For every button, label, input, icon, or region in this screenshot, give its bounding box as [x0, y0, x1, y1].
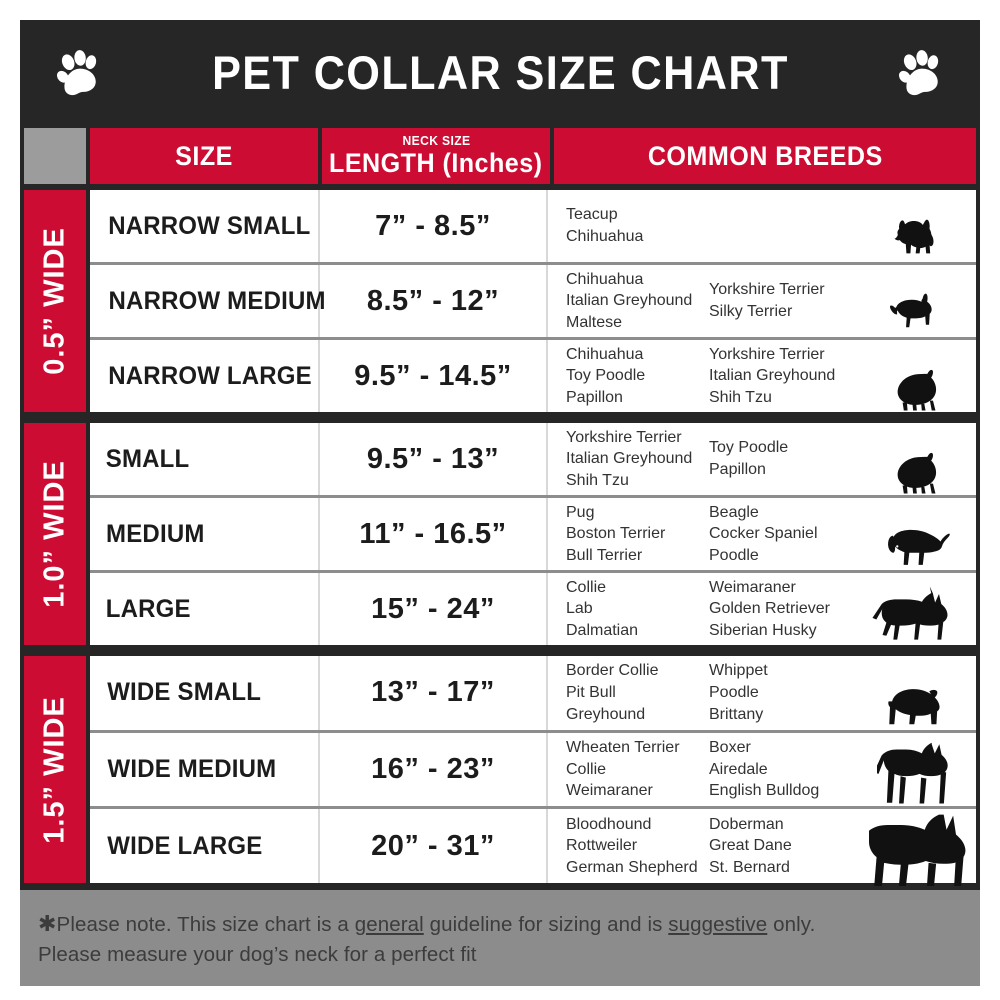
breeds-column-1: Chihuahua Italian Greyhound Maltese: [566, 270, 693, 331]
cell-breeds: Collie Lab Dalmatian Weimaraner Golden R…: [546, 573, 976, 645]
table-row[interactable]: WIDE LARGE 20” - 31” Bloodhound Rottweil…: [90, 806, 976, 904]
cell-length: 9.5” - 13”: [318, 423, 546, 495]
cell-length: 7” - 8.5”: [318, 190, 546, 262]
cell-length: 9.5” - 14.5”: [318, 340, 546, 412]
breeds-column-2: Weimaraner Golden Retriever Siberian Hus…: [709, 578, 830, 639]
size-group: 0.5” WIDE NARROW SMALL 7” - 8.5” Teacup …: [20, 187, 980, 415]
column-header-size-label: SIZE: [175, 140, 233, 171]
footer-note: ✱Please note. This size chart is a gener…: [20, 886, 980, 986]
group-width-label: 1.0” WIDE: [24, 423, 86, 645]
footer-line-2: Please measure your dog’s neck for a per…: [38, 942, 477, 966]
cell-breeds: Border Collie Pit Bull Greyhound Whippet…: [546, 656, 976, 730]
cell-breeds: Chihuahua Italian Greyhound Maltese York…: [546, 265, 976, 337]
asterisk-icon: ✱: [38, 911, 57, 936]
table-row[interactable]: MEDIUM 11” - 16.5” Pug Boston Terrier Bu…: [90, 495, 976, 570]
breeds-column-1: Wheaten Terrier Collie Weimaraner: [566, 739, 680, 800]
column-header-length-label: LENGTH (Inches): [329, 147, 543, 178]
breeds-column-2: Beagle Cocker Spaniel Poodle: [709, 503, 818, 564]
cell-breeds: Yorkshire Terrier Italian Greyhound Shih…: [546, 423, 976, 495]
breeds-column-2: Yorkshire Terrier Silky Terrier: [709, 281, 825, 320]
cell-size: NARROW MEDIUM: [108, 286, 326, 315]
footer-text-c: only.: [767, 913, 816, 936]
table-corner-cell: [24, 128, 86, 184]
breeds-column-2: Yorkshire Terrier Italian Greyhound Shih…: [709, 345, 836, 406]
group-rows: NARROW SMALL 7” - 8.5” Teacup Chihuahua: [90, 190, 976, 412]
group-width-label: 0.5” WIDE: [24, 190, 86, 412]
cell-size: WIDE SMALL: [107, 678, 262, 707]
column-header-length: NECK SIZE LENGTH (Inches): [322, 128, 550, 184]
cell-length: 13” - 17”: [318, 656, 546, 730]
page-title: PET COLLAR SIZE CHART: [211, 46, 789, 99]
cell-breeds: Bloodhound Rottweiler German Shepherd Do…: [546, 809, 976, 904]
paw-print-icon: [52, 46, 106, 100]
group-width-label-text: 1.5” WIDE: [38, 695, 71, 844]
paw-print-icon: [894, 46, 948, 100]
breeds-column-2: Whippet Poodle Brittany: [709, 662, 768, 723]
breeds-column-1: Collie Lab Dalmatian: [566, 578, 639, 639]
breeds-column-1: Chihuahua Toy Poodle Papillon: [566, 345, 646, 406]
cell-breeds: Pug Boston Terrier Bull Terrier Beagle C…: [546, 498, 976, 570]
cell-length: 11” - 16.5”: [318, 498, 546, 570]
breeds-column-1: Yorkshire Terrier Italian Greyhound Shih…: [566, 428, 693, 489]
footer-text-a: Please note. This size chart is a: [56, 913, 355, 936]
cell-breeds: Teacup Chihuahua: [546, 190, 976, 262]
group-rows: SMALL 9.5” - 13” Yorkshire Terrier Itali…: [90, 423, 976, 645]
cell-breeds: Chihuahua Toy Poodle Papillon Yorkshire …: [546, 340, 976, 412]
cell-size: NARROW LARGE: [108, 361, 312, 390]
breeds-column-2: Boxer Airedale English Bulldog: [709, 739, 820, 800]
pet-collar-size-chart: PET COLLAR SIZE CHART SIZE NECK SIZE LEN…: [20, 20, 980, 986]
cell-length: 15” - 24”: [318, 573, 546, 645]
breeds-column-1: Pug Boston Terrier Bull Terrier: [566, 503, 666, 564]
column-header-breeds: COMMON BREEDS: [554, 128, 976, 184]
footer-line-1: ✱Please note. This size chart is a gener…: [38, 908, 976, 940]
cell-length: 20” - 31”: [318, 809, 546, 884]
chart-header: PET COLLAR SIZE CHART: [20, 20, 980, 125]
table-row[interactable]: LARGE 15” - 24” Collie Lab Dalmatian Wei…: [90, 570, 976, 645]
size-table: SIZE NECK SIZE LENGTH (Inches) COMMON BR…: [20, 125, 980, 904]
table-row[interactable]: NARROW SMALL 7” - 8.5” Teacup Chihuahua: [90, 190, 976, 262]
column-header-length-sublabel: NECK SIZE: [402, 132, 470, 148]
cell-size: SMALL: [105, 444, 190, 473]
table-header-row: SIZE NECK SIZE LENGTH (Inches) COMMON BR…: [20, 125, 980, 187]
cell-size: WIDE MEDIUM: [107, 755, 277, 783]
size-group: 1.5” WIDE WIDE SMALL 13” - 17” Border Co…: [20, 648, 980, 904]
table-row[interactable]: NARROW LARGE 9.5” - 14.5” Chihuahua Toy …: [90, 337, 976, 412]
table-row[interactable]: SMALL 9.5” - 13” Yorkshire Terrier Itali…: [90, 423, 976, 495]
breeds-column-1: Border Collie Pit Bull Greyhound: [566, 662, 659, 723]
cell-size: MEDIUM: [106, 519, 205, 548]
cell-breeds: Wheaten Terrier Collie Weimaraner Boxer …: [546, 732, 976, 807]
column-header-breeds-label: COMMON BREEDS: [647, 140, 883, 171]
group-width-label-text: 0.5” WIDE: [38, 227, 71, 375]
size-group: 1.0” WIDE SMALL 9.5” - 13” Yorkshire Ter…: [20, 415, 980, 648]
breeds-column-2: Toy Poodle Papillon: [709, 439, 789, 478]
cell-length: 16” - 23”: [318, 732, 546, 807]
table-row[interactable]: NARROW MEDIUM 8.5” - 12” Chihuahua Itali…: [90, 262, 976, 337]
group-rows: WIDE SMALL 13” - 17” Border Collie Pit B…: [90, 656, 976, 904]
footer-text-b: guideline for sizing and is: [423, 913, 669, 936]
breeds-column-2: Doberman Great Dane St. Bernard: [709, 815, 792, 876]
table-row[interactable]: WIDE SMALL 13” - 17” Border Collie Pit B…: [90, 656, 976, 730]
breeds-column-1: Bloodhound Rottweiler German Shepherd: [566, 815, 698, 876]
column-header-size: SIZE: [90, 128, 318, 184]
group-width-label: 1.5” WIDE: [24, 656, 86, 883]
breeds-column-1: Teacup Chihuahua: [566, 206, 644, 245]
table-row[interactable]: WIDE MEDIUM 16” - 23” Wheaten Terrier Co…: [90, 729, 976, 807]
cell-length: 8.5” - 12”: [318, 265, 546, 337]
footer-underline-suggestive: suggestive: [668, 913, 768, 936]
group-width-label-text: 1.0” WIDE: [38, 460, 71, 608]
footer-underline-general: general: [354, 913, 424, 936]
cell-size: NARROW SMALL: [108, 211, 311, 240]
yorkshire-terrier-silhouette-icon: [860, 190, 970, 262]
cell-size: LARGE: [105, 594, 191, 623]
cell-size: WIDE LARGE: [107, 831, 263, 860]
